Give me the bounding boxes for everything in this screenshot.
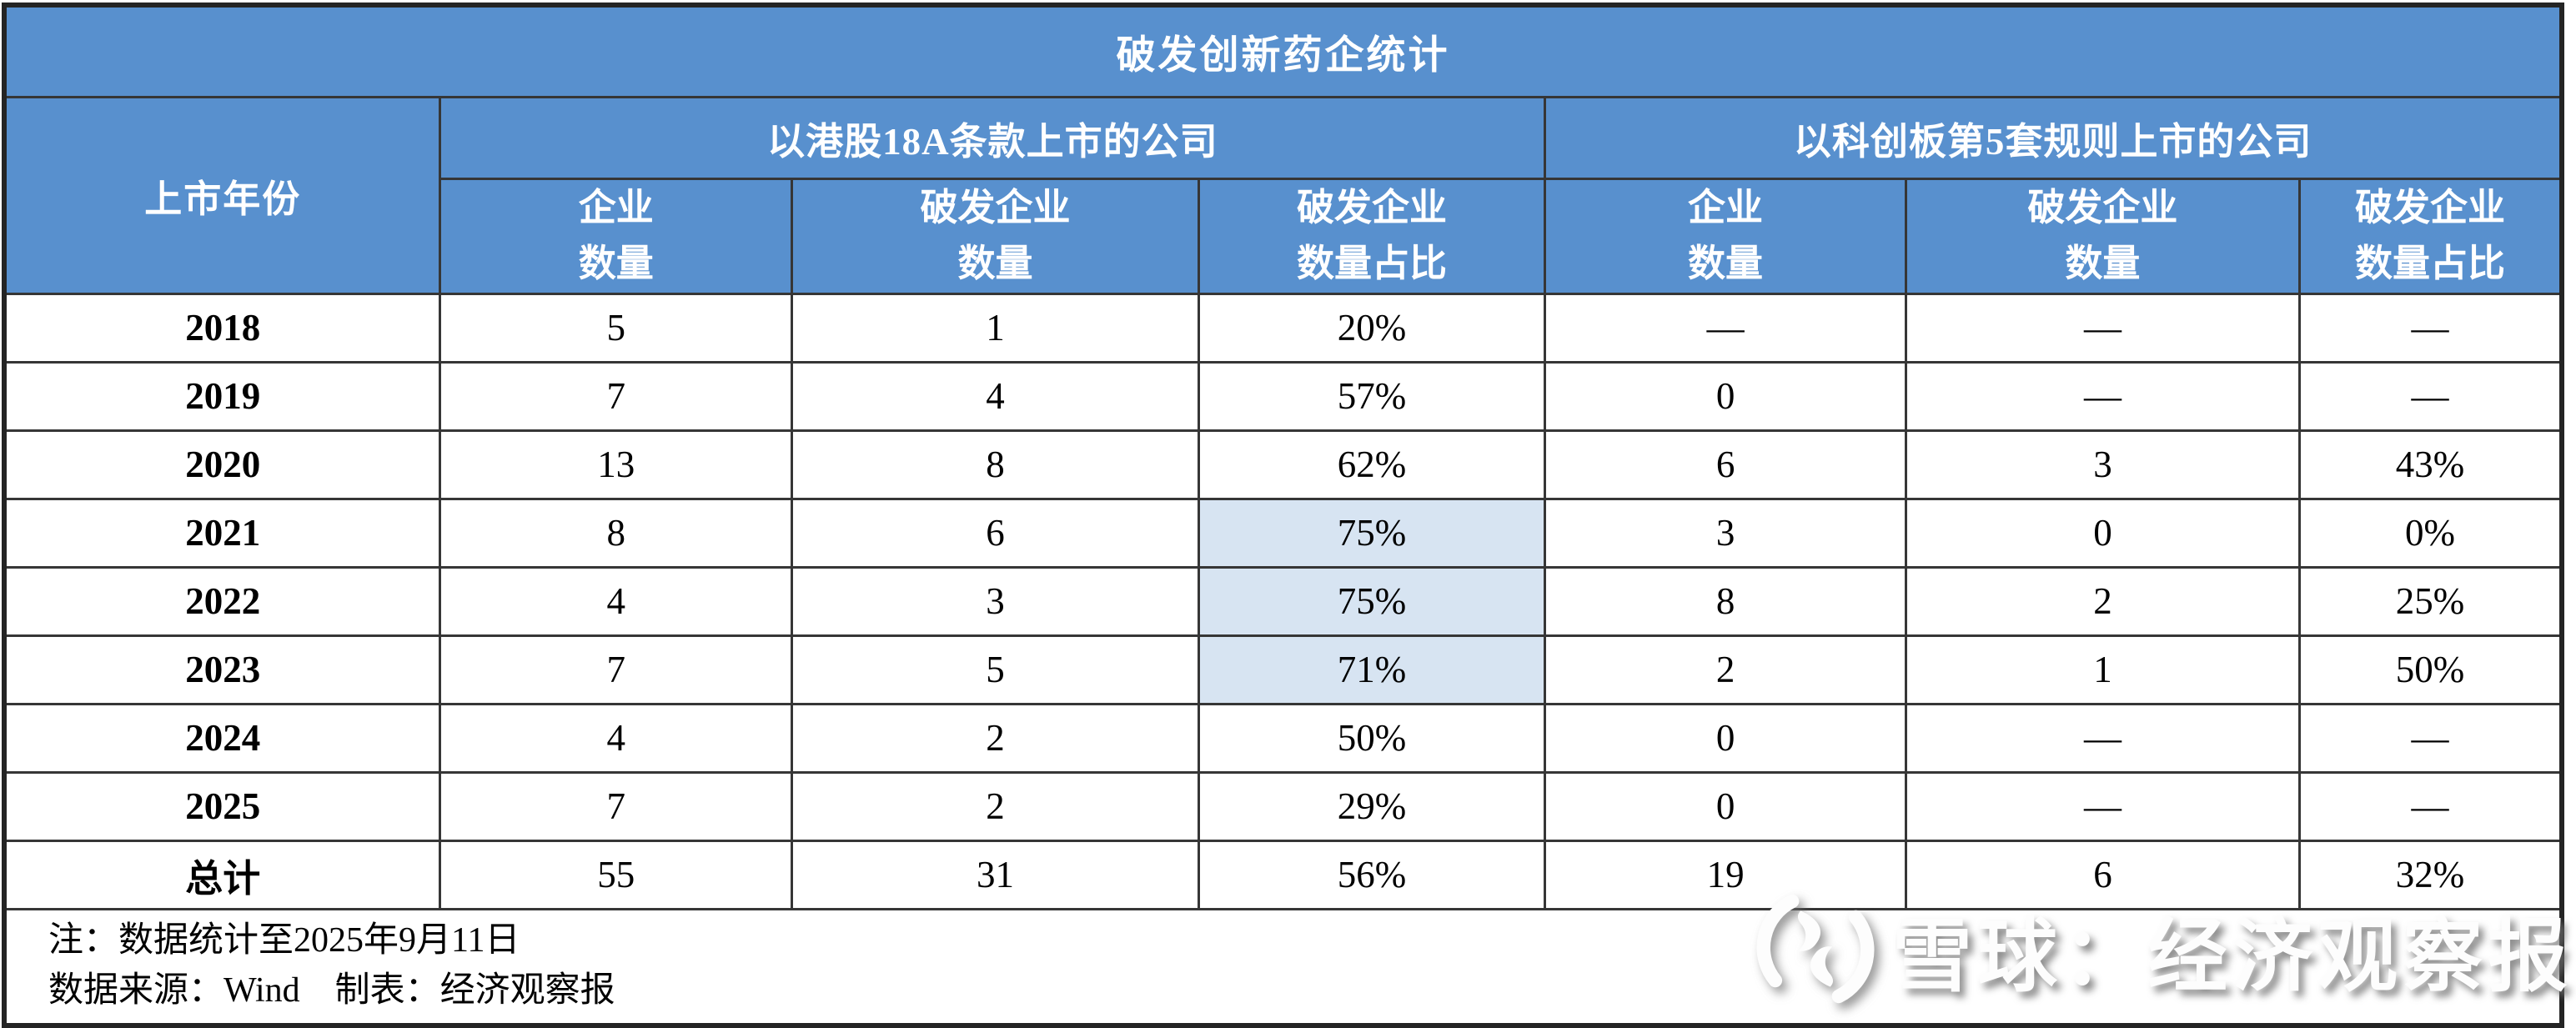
table-row: 上市年份 以港股18A条款上市的公司 以科创板第5套规则上市的公司 <box>3 95 2563 295</box>
stats-table: 破发创新药企统计 上市年份 以港股18A条款上市的公司 以科创板第5套规则上市的… <box>2 3 2564 1028</box>
value-cell: 43% <box>2298 429 2563 500</box>
total-label-cell: 总计 <box>3 839 442 910</box>
value-cell: 0% <box>2298 497 2563 569</box>
value-cell: 8 <box>1544 565 1907 637</box>
year-cell: 2023 <box>3 634 442 705</box>
stats-table-container: 破发创新药企统计 上市年份 以港股18A条款上市的公司 以科创板第5套规则上市的… <box>2 3 2564 1028</box>
value-cell: 1 <box>791 292 1200 364</box>
value-cell: 0 <box>1544 770 1907 842</box>
table-row-2021: 2021 8 6 75% 3 0 0% <box>3 497 2563 569</box>
subheader-hk-companies: 企业 数量 <box>439 177 794 295</box>
value-cell: — <box>2298 292 2563 364</box>
value-cell: 50% <box>1197 702 1547 774</box>
value-cell: 50% <box>2298 634 2563 705</box>
value-cell: 62% <box>1197 429 1547 500</box>
table-row-notes: 注：数据统计至2025年9月11日 数据来源：Wind 制表：经济观察报 <box>3 907 2563 1027</box>
value-cell: 13 <box>439 429 794 500</box>
table-row-total: 总计 55 31 56% 19 6 32% <box>3 839 2563 910</box>
value-cell: 56% <box>1197 839 1547 910</box>
value-cell: 8 <box>791 429 1200 500</box>
year-cell: 2022 <box>3 565 442 637</box>
subheader-hk-broken: 破发企业 数量 <box>791 177 1200 295</box>
value-cell: 6 <box>1544 429 1907 500</box>
value-cell: 3 <box>1544 497 1907 569</box>
table-row-2020: 2020 13 8 62% 6 3 43% <box>3 429 2563 500</box>
year-cell: 2020 <box>3 429 442 500</box>
value-cell: 7 <box>439 360 794 432</box>
value-cell: — <box>1904 292 2302 364</box>
value-cell: 25% <box>2298 565 2563 637</box>
table-row: 企业 数量 破发企业 数量 破发企业 数量占比 企业 数量 破发企业 数量 破发… <box>4 177 2563 295</box>
note-line-2: 数据来源：Wind 制表：经济观察报 <box>48 971 615 1010</box>
value-cell: 7 <box>439 634 794 705</box>
year-cell: 2018 <box>3 292 442 364</box>
value-cell: — <box>1904 360 2302 432</box>
table-row-2023: 2023 7 5 71% 2 1 50% <box>3 634 2563 705</box>
table-row-2018: 2018 5 1 20% — — — <box>3 292 2563 364</box>
table-row-2019: 2019 7 4 57% 0 — — <box>3 360 2563 432</box>
value-cell: 3 <box>791 565 1200 637</box>
value-cell: 6 <box>1904 839 2302 910</box>
value-cell: 29% <box>1197 770 1547 842</box>
value-cell: 4 <box>791 360 1200 432</box>
value-cell: 0 <box>1544 360 1907 432</box>
value-cell: 57% <box>1197 360 1547 432</box>
note-line-1: 注：数据统计至2025年9月11日 <box>48 920 520 960</box>
highlighted-value-cell: 71% <box>1197 634 1547 705</box>
value-cell: — <box>1904 770 2302 842</box>
value-cell: 32% <box>2298 839 2563 910</box>
table-title: 破发创新药企统计 <box>3 3 2563 98</box>
year-cell: 2024 <box>3 702 442 774</box>
value-cell: 31 <box>791 839 1200 910</box>
value-cell: 6 <box>791 497 1200 569</box>
value-cell: 2 <box>1904 565 2302 637</box>
value-cell: 4 <box>439 565 794 637</box>
year-cell: 2019 <box>3 360 442 432</box>
star-5th-rule-group-header: 以科创板第5套规则上市的公司 <box>1544 95 2563 180</box>
value-cell: 2 <box>791 702 1200 774</box>
value-cell: 20% <box>1197 292 1547 364</box>
value-cell: 5 <box>791 634 1200 705</box>
table-row-2024: 2024 4 2 50% 0 — — <box>3 702 2563 774</box>
value-cell: 2 <box>1544 634 1907 705</box>
table-row: 破发创新药企统计 <box>3 3 2563 98</box>
value-cell: — <box>2298 770 2563 842</box>
value-cell: 5 <box>439 292 794 364</box>
value-cell: 0 <box>1544 702 1907 774</box>
value-cell: 3 <box>1904 429 2302 500</box>
footnote-cell: 注：数据统计至2025年9月11日 数据来源：Wind 制表：经济观察报 <box>3 907 2563 1027</box>
value-cell: — <box>2298 360 2563 432</box>
subheader-star-broken: 破发企业 数量 <box>1904 177 2302 295</box>
subheader-hk-broken-pct: 破发企业 数量占比 <box>1197 177 1547 295</box>
value-cell: — <box>1904 702 2302 774</box>
value-cell: 7 <box>439 770 794 842</box>
value-cell: 4 <box>439 702 794 774</box>
table-row-2022: 2022 4 3 75% 8 2 25% <box>3 565 2563 637</box>
table-row-2025: 2025 7 2 29% 0 — — <box>3 770 2563 842</box>
year-cell: 2021 <box>3 497 442 569</box>
highlighted-value-cell: 75% <box>1197 497 1547 569</box>
subheader-star-broken-pct: 破发企业 数量占比 <box>2298 177 2563 295</box>
value-cell: 0 <box>1904 497 2302 569</box>
value-cell: 55 <box>439 839 794 910</box>
value-cell: — <box>1544 292 1907 364</box>
value-cell: 8 <box>439 497 794 569</box>
value-cell: 19 <box>1544 839 1907 910</box>
year-cell: 2025 <box>3 770 442 842</box>
hk-18a-group-header: 以港股18A条款上市的公司 <box>439 95 1547 180</box>
highlighted-value-cell: 75% <box>1197 565 1547 637</box>
value-cell: 2 <box>791 770 1200 842</box>
value-cell: — <box>2298 702 2563 774</box>
value-cell: 1 <box>1904 634 2302 705</box>
subheader-star-companies: 企业 数量 <box>1544 177 1907 295</box>
year-column-header: 上市年份 <box>3 95 442 295</box>
